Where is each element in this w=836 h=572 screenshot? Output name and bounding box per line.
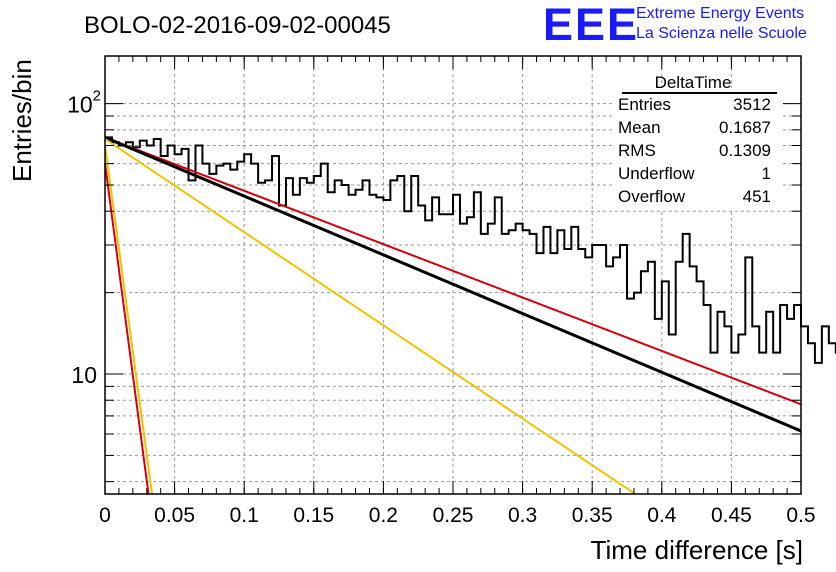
fit-curve-4 [104, 145, 154, 495]
stats-value: 1 [762, 164, 771, 183]
stats-value: 0.1309 [719, 141, 771, 160]
stats-value: 451 [743, 187, 771, 206]
histogram-bars [105, 136, 836, 364]
fit-curve-2 [104, 136, 802, 433]
stats-label: Overflow [618, 187, 686, 206]
histogram [105, 136, 836, 364]
stats-value: 3512 [733, 95, 771, 114]
fit-curve-5 [104, 163, 150, 495]
x-tick-label: 0 [99, 504, 111, 527]
stats-label: Underflow [618, 164, 695, 183]
x-tick-label: 0.05 [154, 504, 195, 527]
axis-ticks [104, 56, 802, 494]
eee-logo: EEE [543, 0, 639, 50]
x-tick-label: 0.2 [369, 504, 398, 527]
x-tick-label: 0.15 [293, 504, 334, 527]
x-axis-label: Time difference [s] [591, 535, 803, 565]
x-tick-label: 0.1 [230, 504, 259, 527]
fit-curve-3 [104, 138, 636, 495]
y-tick-label: 10 [71, 362, 97, 388]
fit-curve-1 [104, 136, 802, 406]
stats-label: RMS [618, 141, 656, 160]
stats-box: DeltaTime Entries 3512 Mean 0.1687 RMS 0.1309… [612, 73, 783, 210]
grid [105, 56, 801, 494]
x-tick-label: 0.3 [508, 504, 537, 527]
x-tick-label: 0.35 [572, 504, 613, 527]
x-tick-label: 0.45 [711, 504, 752, 527]
stats-title: DeltaTime [655, 73, 732, 92]
fit-curves [104, 136, 802, 495]
x-tick-label: 0.4 [647, 504, 677, 527]
eee-tagline-2: La Scienza nelle Scuole [636, 25, 807, 42]
y-axis-label: Entries/bin [7, 59, 37, 182]
stats-label: Mean [618, 118, 661, 137]
chart-title: BOLO-02-2016-09-02-00045 [84, 12, 391, 39]
stats-label: Entries [618, 95, 671, 114]
eee-tagline-1: Extreme Energy Events [636, 5, 804, 22]
stats-value: 0.1687 [719, 118, 771, 137]
x-tick-label: 0.5 [786, 504, 815, 527]
y-tick-label: 102 [67, 88, 101, 118]
x-tick-label: 0.25 [433, 504, 474, 527]
tick-labels: 10 102 0 0.05 0.1 0.15 0.2 0.25 0.3 0.35 0.4 0.45 0.… [67, 88, 816, 527]
